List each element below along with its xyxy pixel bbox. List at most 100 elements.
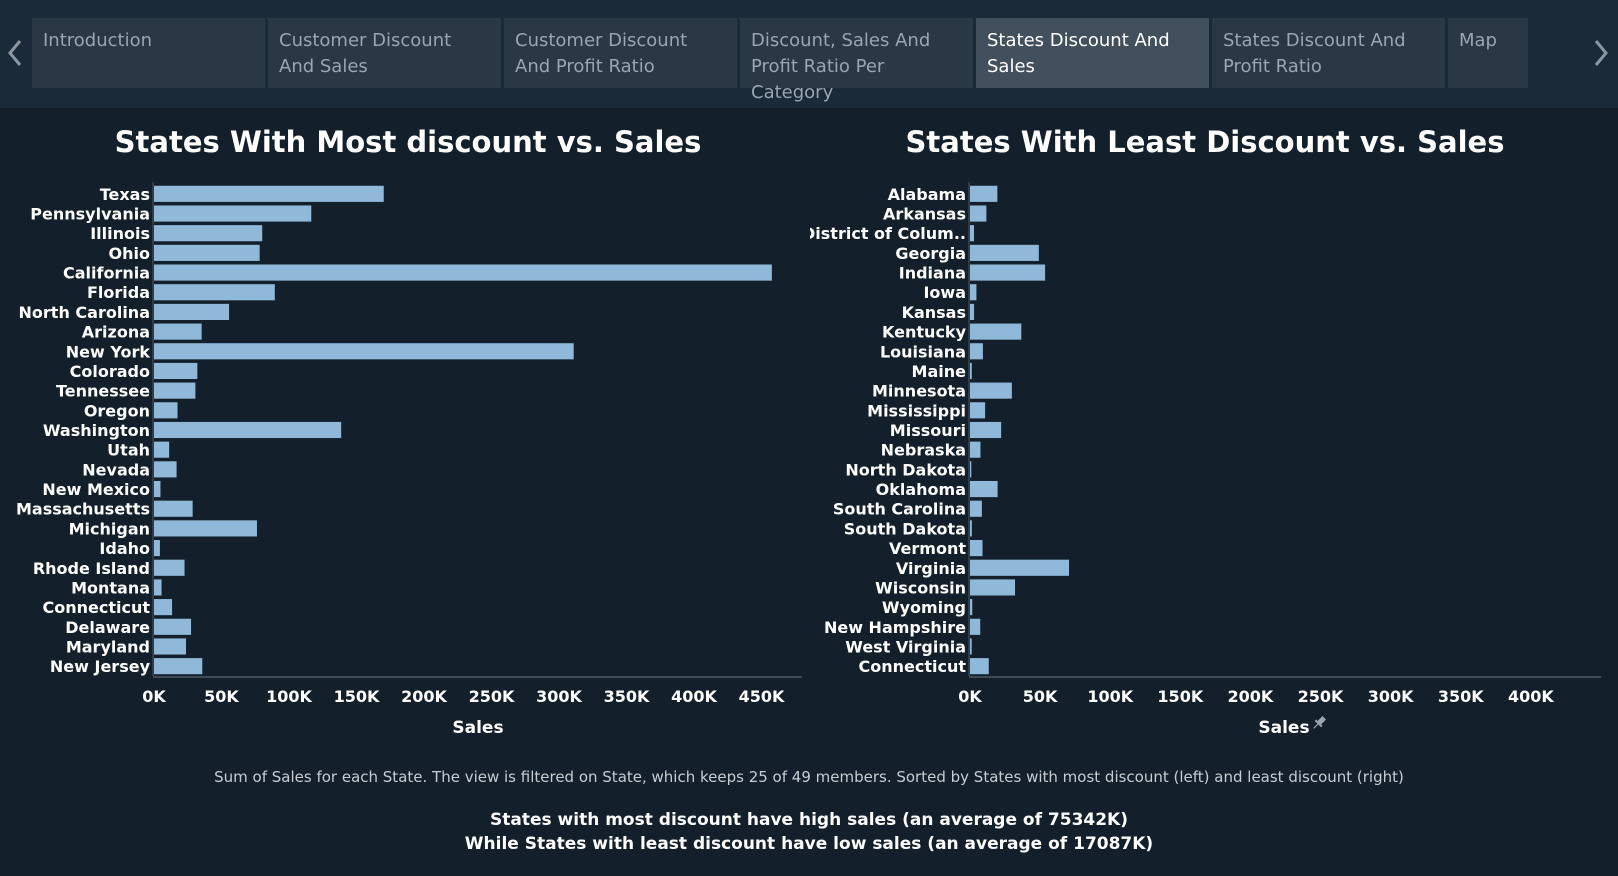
dashboard-panel: States With Most discount vs. Sales Texas… <box>0 108 1618 876</box>
bar[interactable] <box>970 244 1039 261</box>
category-label: New Hampshire <box>824 618 966 637</box>
bar[interactable] <box>154 284 275 301</box>
bar[interactable] <box>154 421 342 439</box>
tick-label: 300K <box>1368 687 1414 706</box>
bar[interactable] <box>970 658 989 675</box>
category-label: Washington <box>43 421 150 440</box>
category-label: Maine <box>912 362 967 381</box>
category-label: Arizona <box>82 323 150 342</box>
bar[interactable] <box>970 284 977 301</box>
bar[interactable] <box>154 225 263 242</box>
bar[interactable] <box>154 264 772 281</box>
bar[interactable] <box>970 500 982 517</box>
bar[interactable] <box>154 441 170 458</box>
chart-title: States With Least Discount vs. Sales <box>906 125 1505 159</box>
x-axis-label: Sales <box>452 718 503 738</box>
bar[interactable] <box>154 638 187 655</box>
category-label: North Dakota <box>845 460 966 479</box>
bar[interactable] <box>970 599 973 616</box>
bar[interactable] <box>970 362 972 380</box>
chevron-left-icon[interactable] <box>0 18 30 88</box>
category-label: Iowa <box>923 283 966 302</box>
tick-label: 450K <box>739 687 785 706</box>
bar[interactable] <box>970 225 975 242</box>
bar[interactable] <box>970 303 975 320</box>
bar[interactable] <box>154 658 203 675</box>
tick-label: 200K <box>401 687 447 706</box>
bar[interactable] <box>154 323 202 340</box>
bar[interactable] <box>154 559 185 576</box>
bar[interactable] <box>154 382 196 399</box>
bar[interactable] <box>154 618 192 635</box>
bar[interactable] <box>970 343 983 360</box>
bar[interactable] <box>154 599 173 616</box>
category-label: Louisiana <box>880 342 966 361</box>
tick-label: 150K <box>334 687 380 706</box>
bar[interactable] <box>970 618 981 635</box>
bar[interactable] <box>970 421 1002 439</box>
category-label: Tennessee <box>56 382 150 401</box>
category-label: Georgia <box>895 244 966 263</box>
bar[interactable] <box>154 362 198 380</box>
bar[interactable] <box>154 540 160 557</box>
category-label: Wisconsin <box>875 578 966 597</box>
bar[interactable] <box>970 323 1022 340</box>
category-label: Maryland <box>66 637 150 656</box>
tick-label: 300K <box>536 687 582 706</box>
category-label: Oklahoma <box>876 480 966 499</box>
bar[interactable] <box>970 441 981 458</box>
category-label: District of Colum.. <box>810 224 966 243</box>
bar[interactable] <box>154 244 260 261</box>
bar[interactable] <box>970 461 972 478</box>
chevron-right-icon[interactable] <box>1586 18 1616 88</box>
bar[interactable] <box>154 480 161 498</box>
pin-icon[interactable] <box>1310 715 1327 732</box>
bar[interactable] <box>154 343 574 360</box>
x-axis-label: Sales <box>1258 718 1309 738</box>
bar[interactable] <box>970 520 972 537</box>
bar[interactable] <box>154 461 177 478</box>
bar[interactable] <box>970 185 998 202</box>
tab-discount-sales-profit-ratio-per-category[interactable]: Discount, Sales And Profit Ratio Per Cat… <box>740 18 973 103</box>
bar[interactable] <box>154 402 178 419</box>
tab-customer-discount-and-sales[interactable]: Customer Discount And Sales <box>268 18 501 88</box>
bar[interactable] <box>970 205 987 222</box>
bar[interactable] <box>154 185 384 202</box>
category-label: Vermont <box>889 539 966 558</box>
bar[interactable] <box>970 480 998 498</box>
tab-map[interactable]: Map <box>1448 18 1528 88</box>
tick-label: 0K <box>958 687 982 706</box>
tick-label: 50K <box>1023 687 1058 706</box>
category-label: Indiana <box>899 264 966 283</box>
category-label: Virginia <box>896 559 966 578</box>
bar[interactable] <box>154 303 230 320</box>
category-label: New Jersey <box>50 657 151 676</box>
category-label: Rhode Island <box>33 559 150 578</box>
bar[interactable] <box>154 520 257 537</box>
category-label: South Carolina <box>833 500 966 519</box>
tab-states-discount-and-profit-ratio[interactable]: States Discount And Profit Ratio <box>1212 18 1445 88</box>
bar[interactable] <box>154 205 312 222</box>
bar[interactable] <box>970 264 1046 281</box>
bar[interactable] <box>970 540 983 557</box>
bar[interactable] <box>154 500 193 517</box>
tab-introduction[interactable]: Introduction <box>32 18 265 88</box>
category-label: Florida <box>87 283 150 302</box>
tick-label: 100K <box>1087 687 1133 706</box>
bar[interactable] <box>154 579 162 596</box>
bar[interactable] <box>970 579 1016 596</box>
bar[interactable] <box>970 402 986 419</box>
category-label: Nebraska <box>881 441 966 460</box>
category-label: Ohio <box>109 244 150 263</box>
story-tabs: Introduction Customer Discount And Sales… <box>32 18 1580 103</box>
insight-most-discount: States with most discount have high sale… <box>490 810 1128 830</box>
bar[interactable] <box>970 382 1012 399</box>
tick-label: 350K <box>1438 687 1484 706</box>
bar[interactable] <box>970 559 1070 576</box>
tab-states-discount-and-sales[interactable]: States Discount And Sales <box>976 18 1209 88</box>
category-label: West Virginia <box>845 637 966 656</box>
bar[interactable] <box>970 638 972 655</box>
tab-customer-discount-and-profit-ratio[interactable]: Customer Discount And Profit Ratio <box>504 18 737 88</box>
tick-label: 400K <box>1508 687 1554 706</box>
category-label: South Dakota <box>844 519 966 538</box>
